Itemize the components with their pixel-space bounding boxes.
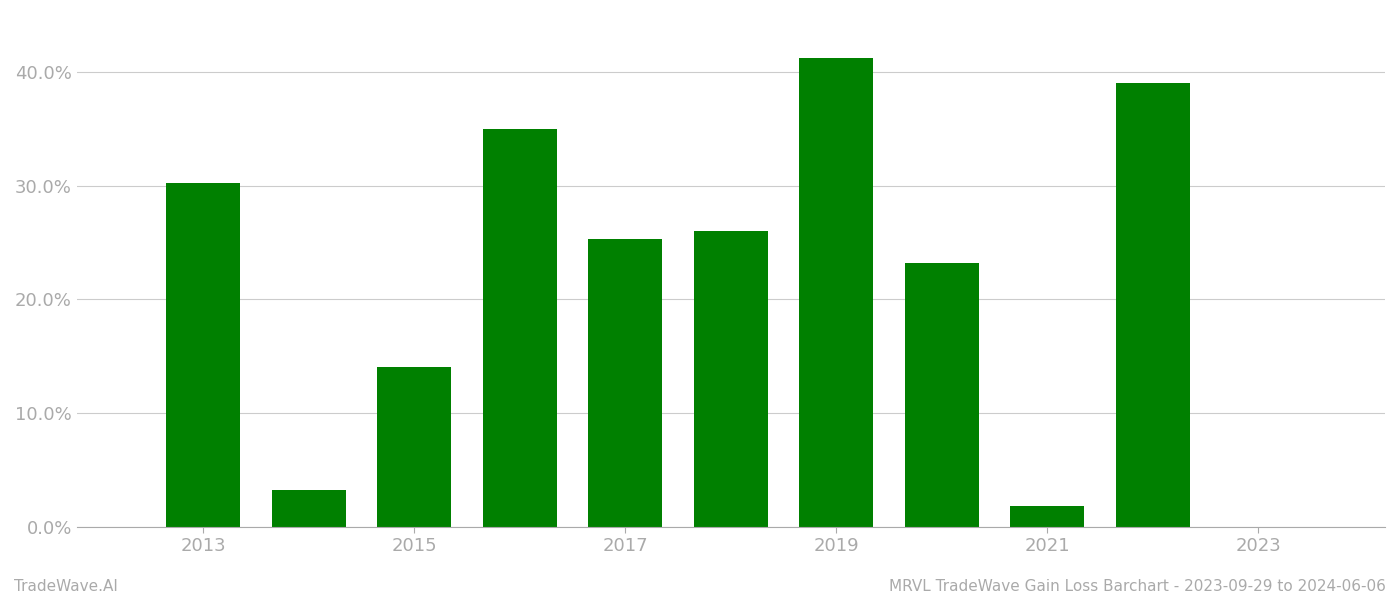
Text: TradeWave.AI: TradeWave.AI	[14, 579, 118, 594]
Bar	[694, 231, 767, 527]
Bar	[167, 183, 241, 527]
Bar	[483, 128, 557, 527]
Bar	[588, 239, 662, 527]
Text: MRVL TradeWave Gain Loss Barchart - 2023-09-29 to 2024-06-06: MRVL TradeWave Gain Loss Barchart - 2023…	[889, 579, 1386, 594]
Bar	[1011, 506, 1085, 527]
Bar	[272, 490, 346, 527]
Bar	[799, 58, 874, 527]
Bar	[378, 367, 451, 527]
Bar	[904, 263, 979, 527]
Bar	[1116, 83, 1190, 527]
